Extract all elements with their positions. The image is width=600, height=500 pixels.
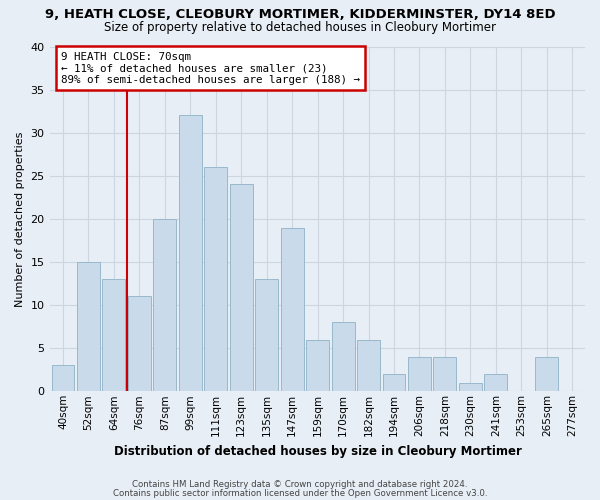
Bar [204,167,227,392]
Bar [332,322,355,392]
Text: Size of property relative to detached houses in Cleobury Mortimer: Size of property relative to detached ho… [104,21,496,34]
Bar [383,374,406,392]
Bar [230,184,253,392]
Bar [128,296,151,392]
Bar [535,357,558,392]
Bar [179,116,202,392]
Bar [77,262,100,392]
Bar [459,382,482,392]
Bar [154,219,176,392]
Text: Contains public sector information licensed under the Open Government Licence v3: Contains public sector information licen… [113,488,487,498]
Y-axis label: Number of detached properties: Number of detached properties [15,131,25,306]
Bar [357,340,380,392]
X-axis label: Distribution of detached houses by size in Cleobury Mortimer: Distribution of detached houses by size … [113,444,521,458]
Bar [255,279,278,392]
Text: 9, HEATH CLOSE, CLEOBURY MORTIMER, KIDDERMINSTER, DY14 8ED: 9, HEATH CLOSE, CLEOBURY MORTIMER, KIDDE… [44,8,556,20]
Bar [306,340,329,392]
Bar [103,279,125,392]
Text: Contains HM Land Registry data © Crown copyright and database right 2024.: Contains HM Land Registry data © Crown c… [132,480,468,489]
Bar [52,366,74,392]
Bar [408,357,431,392]
Bar [484,374,508,392]
Bar [433,357,457,392]
Bar [281,228,304,392]
Text: 9 HEATH CLOSE: 70sqm
← 11% of detached houses are smaller (23)
89% of semi-detac: 9 HEATH CLOSE: 70sqm ← 11% of detached h… [61,52,360,85]
